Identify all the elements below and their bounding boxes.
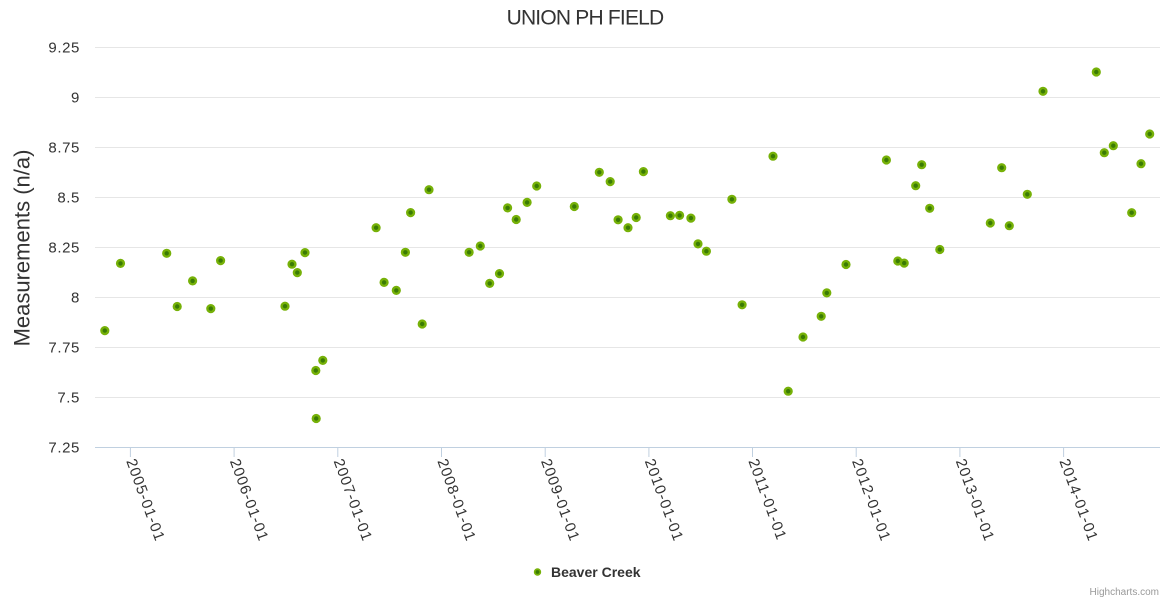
svg-text:8: 8 (71, 290, 80, 307)
svg-text:8.75: 8.75 (48, 140, 80, 157)
svg-text:UNION PH FIELD: UNION PH FIELD (507, 6, 664, 29)
svg-text:7.5: 7.5 (57, 390, 80, 407)
svg-text:7.75: 7.75 (48, 340, 80, 357)
svg-text:8.25: 8.25 (48, 240, 80, 257)
svg-text:Beaver Creek: Beaver Creek (551, 564, 641, 580)
svg-text:7.25: 7.25 (48, 440, 80, 457)
svg-text:9: 9 (71, 90, 80, 107)
svg-text:Measurements (n/a): Measurements (n/a) (10, 150, 35, 347)
svg-text:9.25: 9.25 (48, 40, 80, 57)
svg-text:8.5: 8.5 (57, 190, 80, 207)
svg-text:Highcharts.com: Highcharts.com (1090, 587, 1159, 598)
